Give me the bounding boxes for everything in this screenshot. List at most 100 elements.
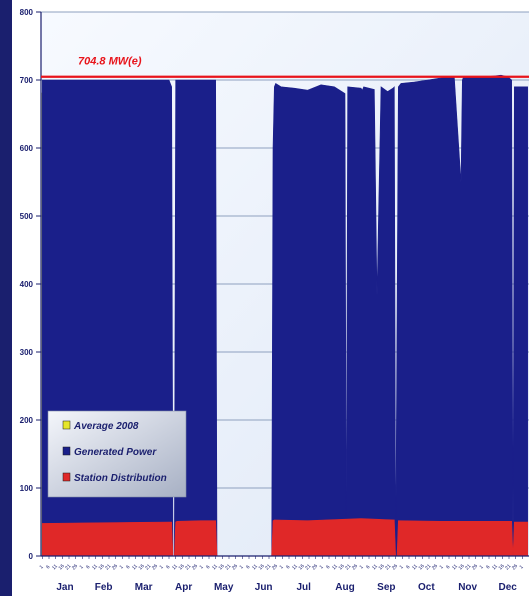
- x-day-tick-label: 11: [291, 563, 299, 571]
- x-day-tick-label: 21: [304, 563, 312, 571]
- x-day-tick-label: 1: [159, 564, 165, 570]
- x-day-tick-label: 11: [91, 563, 99, 571]
- month-label: Dec: [498, 582, 517, 593]
- x-day-tick-label: 11: [371, 563, 379, 571]
- x-day-tick-label: 16: [458, 563, 466, 571]
- x-day-tick-label: 21: [344, 563, 352, 571]
- x-day-tick-label: 16: [338, 563, 346, 571]
- x-day-tick-label: 11: [451, 563, 459, 571]
- legend-label: Station Distribution: [74, 473, 167, 484]
- x-day-tick-label: 16: [258, 563, 266, 571]
- x-day-tick-label: 6: [445, 564, 451, 570]
- x-day-tick-label: 6: [485, 564, 491, 570]
- x-day-tick-label: 6: [85, 564, 91, 570]
- left-decorative-bar: [0, 0, 12, 596]
- x-day-tick-label: 21: [424, 563, 432, 571]
- x-day-tick-label: 21: [224, 563, 232, 571]
- x-day-tick-label: 6: [125, 564, 131, 570]
- x-day-tick-label: 26: [511, 563, 519, 571]
- x-day-tick-label: 21: [64, 563, 72, 571]
- legend-swatch: [62, 446, 71, 456]
- y-tick-label: 700: [20, 76, 34, 85]
- x-day-tick-label: 11: [251, 563, 259, 571]
- month-label: Nov: [458, 582, 477, 593]
- month-label: Oct: [418, 582, 435, 593]
- x-day-tick-label: 16: [98, 563, 106, 571]
- legend-swatch: [62, 420, 71, 430]
- y-tick-label: 400: [20, 280, 34, 289]
- x-day-tick-label: 21: [184, 563, 192, 571]
- x-day-tick-label: 11: [171, 563, 179, 571]
- y-tick-label: 800: [20, 8, 34, 17]
- x-day-tick-label: 26: [431, 563, 439, 571]
- x-day-tick-label: 1: [439, 564, 445, 570]
- x-day-tick-label: 11: [491, 563, 499, 571]
- month-label: Aug: [335, 582, 354, 593]
- x-day-tick-label: 11: [411, 563, 419, 571]
- x-day-tick-label: 21: [264, 563, 272, 571]
- x-day-tick-label: 1: [39, 564, 45, 570]
- x-day-tick-label: 21: [104, 563, 112, 571]
- x-day-tick-label: 1: [79, 564, 85, 570]
- month-label: Sep: [377, 582, 395, 593]
- x-day-tick-label: 1: [279, 564, 285, 570]
- x-day-tick-label: 21: [144, 563, 152, 571]
- month-label: Jan: [56, 582, 73, 593]
- x-day-tick-label: 11: [131, 563, 139, 571]
- x-day-tick-label: 1: [479, 564, 485, 570]
- x-day-tick-label: 16: [138, 563, 146, 571]
- y-tick-label: 0: [29, 552, 34, 561]
- x-day-tick-label: 11: [51, 563, 59, 571]
- reference-line-label: 704.8 MW(e): [78, 56, 142, 68]
- x-day-tick-label: 26: [111, 563, 119, 571]
- x-day-tick-label: 16: [178, 563, 186, 571]
- legend-label: Average 2008: [73, 421, 139, 432]
- x-day-tick-label: 26: [271, 563, 279, 571]
- x-day-tick-label: 6: [365, 564, 371, 570]
- y-tick-label: 100: [20, 484, 34, 493]
- x-day-tick-label: 26: [351, 563, 359, 571]
- x-day-tick-label: 26: [151, 563, 159, 571]
- x-day-tick-label: 26: [71, 563, 79, 571]
- x-day-tick-label: 16: [418, 563, 426, 571]
- x-day-tick-label: 26: [191, 563, 199, 571]
- y-tick-label: 500: [20, 212, 34, 221]
- x-day-tick-label: 16: [58, 563, 66, 571]
- month-label: Mar: [135, 582, 153, 593]
- x-day-tick-label: 6: [245, 564, 251, 570]
- month-label: Jun: [255, 582, 273, 593]
- x-day-tick-label: 16: [218, 563, 226, 571]
- month-label: Apr: [175, 582, 192, 593]
- x-day-tick-label: 6: [325, 564, 331, 570]
- x-day-tick-label: 6: [45, 564, 51, 570]
- month-label: Feb: [95, 582, 113, 593]
- x-day-tick-label: 21: [504, 563, 512, 571]
- x-day-tick-label: 1: [119, 564, 125, 570]
- x-day-tick-label: 26: [311, 563, 319, 571]
- x-day-tick-label: 1: [239, 564, 245, 570]
- y-tick-label: 200: [20, 416, 34, 425]
- month-label: Jul: [296, 582, 311, 593]
- y-tick-label: 600: [20, 144, 34, 153]
- x-day-tick-label: 26: [231, 563, 239, 571]
- y-tick-label: 300: [20, 348, 34, 357]
- station-distribution-area: [42, 518, 528, 557]
- x-day-tick-label: 6: [405, 564, 411, 570]
- x-day-tick-label: 16: [298, 563, 306, 571]
- x-day-tick-label: 26: [471, 563, 479, 571]
- x-day-tick-label: 6: [165, 564, 171, 570]
- x-day-tick-label: 16: [378, 563, 386, 571]
- legend-swatch: [62, 472, 71, 482]
- x-day-tick-label: 21: [464, 563, 472, 571]
- x-day-tick-label: 11: [331, 563, 339, 571]
- x-day-tick-label: 26: [391, 563, 399, 571]
- x-day-tick-label: 11: [211, 563, 219, 571]
- x-day-tick-label: 6: [285, 564, 291, 570]
- x-day-tick-label: 1: [519, 564, 525, 570]
- x-day-tick-label: 1: [399, 564, 405, 570]
- x-day-tick-label: 1: [319, 564, 325, 570]
- x-day-tick-label: 1: [199, 564, 205, 570]
- legend-label: Generated Power: [74, 447, 157, 458]
- x-day-tick-label: 21: [384, 563, 392, 571]
